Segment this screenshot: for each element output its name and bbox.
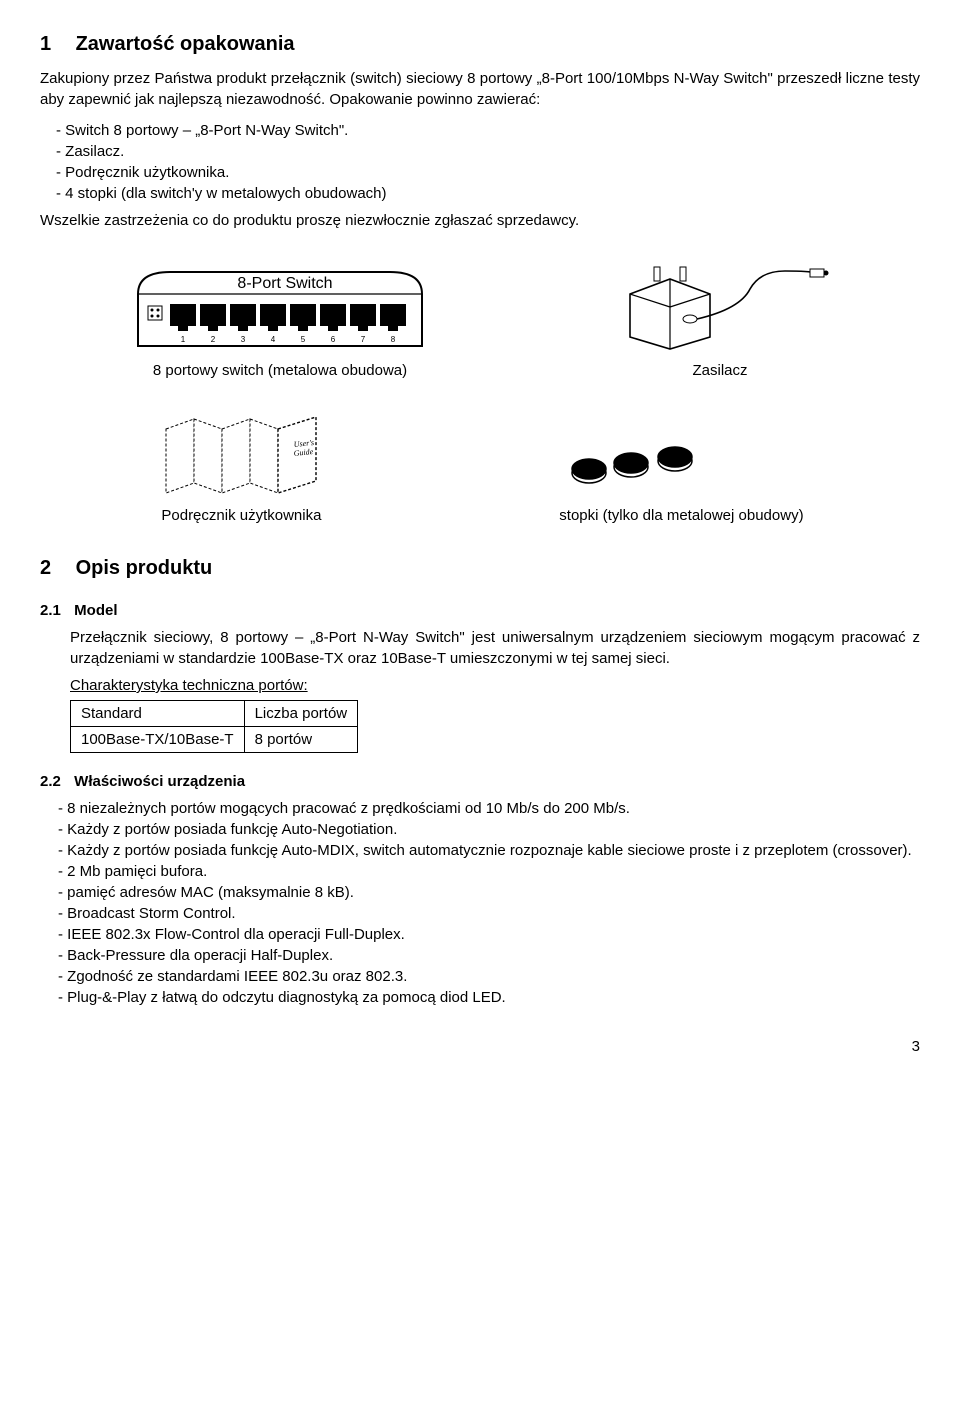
section-2-title: Opis produktu [76, 557, 213, 579]
package-list: - Switch 8 portowy – „8-Port N-Way Switc… [40, 120, 920, 204]
sub-2-2-num: 2.2 [40, 771, 70, 792]
list-item: - Switch 8 portowy – „8-Port N-Way Switc… [40, 120, 920, 141]
list-item: - Zgodność ze standardami IEEE 802.3u or… [72, 966, 920, 987]
manual-icon: User's Guide [156, 409, 326, 499]
rubber-feet-icon [559, 439, 719, 499]
section-1-title: Zawartość opakowania [76, 33, 295, 55]
sub-2-1-num: 2.1 [40, 600, 70, 621]
list-item: - 2 Mb pamięci bufora. [72, 861, 920, 882]
table-cell: Liczba portów [244, 701, 358, 727]
list-item: - pamięć adresów MAC (maksymalnie 8 kB). [72, 882, 920, 903]
list-item: - Broadcast Storm Control. [72, 903, 920, 924]
sub-2-1-title: Model [74, 602, 117, 619]
sub-2-1-body: Przełącznik sieciowy, 8 portowy – „8-Por… [70, 627, 920, 669]
page-number: 3 [40, 1036, 920, 1057]
section-1-note: Wszelkie zastrzeżenia co do produktu pro… [40, 210, 920, 231]
table-row: 100Base-TX/10Base-T 8 portów [71, 727, 358, 753]
switch-icon: 8-Port Switch 1 2 3 4 5 6 7 8 [130, 264, 430, 354]
list-item: - 8 niezależnych portów mogących pracowa… [72, 798, 920, 819]
figure-row-1: 8-Port Switch 1234 5678 8 portowy switch [40, 259, 920, 381]
ports-table: Standard Liczba portów 100Base-TX/10Base… [70, 700, 358, 753]
list-item: - IEEE 802.3x Flow-Control dla operacji … [72, 924, 920, 945]
svg-text:1: 1 [181, 335, 186, 344]
list-item: - Plug-&-Play z łatwą do odczytu diagnos… [72, 987, 920, 1008]
feet-caption: stopki (tylko dla metalowej obudowy) [559, 505, 803, 526]
table-cell: Standard [71, 701, 245, 727]
section-2-number: 2 [40, 554, 70, 582]
svg-text:8: 8 [391, 335, 396, 344]
list-item: - Podręcznik użytkownika. [40, 162, 920, 183]
subsection-2-1: 2.1 Model [40, 600, 920, 621]
manual-caption: Podręcznik użytkownika [156, 505, 326, 526]
feature-list: - 8 niezależnych portów mogących pracowa… [40, 798, 920, 1008]
table-cell: 100Base-TX/10Base-T [71, 727, 245, 753]
list-item: - Zasilacz. [40, 141, 920, 162]
table-cell: 8 portów [244, 727, 358, 753]
figure-switch: 8-Port Switch 1234 5678 8 portowy switch [130, 264, 430, 381]
svg-text:3: 3 [241, 335, 246, 344]
svg-text:6: 6 [331, 335, 336, 344]
list-item: - Każdy z portów posiada funkcję Auto-Ne… [72, 819, 920, 840]
section-1-number: 1 [40, 30, 70, 58]
svg-text:7: 7 [361, 335, 366, 344]
svg-text:2: 2 [211, 335, 216, 344]
switch-caption: 8 portowy switch (metalowa obudowa) [130, 360, 430, 381]
psu-caption: Zasilacz [610, 360, 830, 381]
svg-text:4: 4 [271, 335, 276, 344]
ports-table-title: Charakterystyka techniczna portów: [70, 675, 920, 696]
table-row: Standard Liczba portów [71, 701, 358, 727]
section-1-intro: Zakupiony przez Państwa produkt przełącz… [40, 68, 920, 110]
list-item: - Każdy z portów posiada funkcję Auto-MD… [72, 840, 920, 861]
section-1-heading: 1 Zawartość opakowania [40, 30, 920, 58]
figure-manual: User's Guide Podręcznik użytkownika [156, 409, 326, 526]
list-item: - Back-Pressure dla operacji Half-Duplex… [72, 945, 920, 966]
figure-row-2: User's Guide Podręcznik użytkownika stop… [40, 409, 920, 526]
svg-text:5: 5 [301, 335, 306, 344]
section-2-heading: 2 Opis produktu [40, 554, 920, 582]
power-supply-icon [610, 259, 830, 354]
sub-2-2-title: Właściwości urządzenia [74, 773, 245, 790]
subsection-2-2: 2.2 Właściwości urządzenia [40, 771, 920, 792]
list-item: - 4 stopki (dla switch'y w metalowych ob… [40, 183, 920, 204]
figure-psu: Zasilacz [610, 259, 830, 381]
switch-label-text: 8-Port Switch [237, 275, 332, 292]
figure-feet: stopki (tylko dla metalowej obudowy) [559, 439, 803, 526]
